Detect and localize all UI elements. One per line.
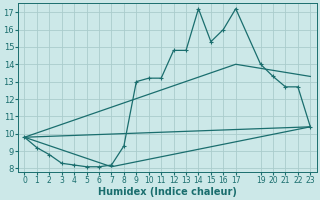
- X-axis label: Humidex (Indice chaleur): Humidex (Indice chaleur): [98, 187, 237, 197]
